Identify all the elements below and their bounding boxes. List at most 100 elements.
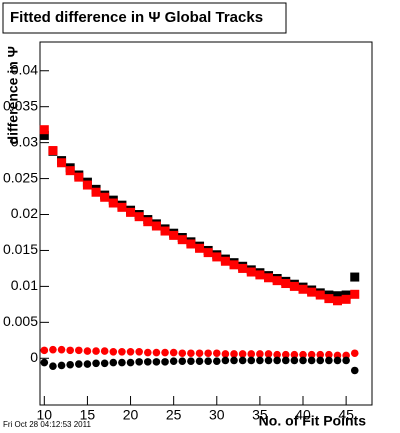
point [178, 349, 187, 358]
point [57, 361, 66, 370]
point [341, 294, 351, 304]
point [246, 267, 256, 277]
point [273, 356, 281, 365]
x-tick-label: 25 [166, 407, 182, 423]
point [324, 294, 334, 304]
point [82, 180, 92, 190]
point [151, 221, 161, 231]
point [290, 350, 299, 359]
point [204, 357, 212, 365]
point [169, 230, 179, 240]
x-axis-label: No. of Fit Points [259, 413, 367, 429]
x-tick-label: 45 [338, 407, 354, 423]
point [152, 358, 161, 366]
point [220, 256, 230, 266]
point [143, 217, 153, 227]
point [66, 360, 74, 369]
x-tick-label: 10 [37, 407, 53, 423]
point [333, 291, 343, 301]
point [187, 357, 195, 365]
point [350, 289, 360, 299]
point [333, 356, 342, 365]
point [203, 248, 213, 258]
point [108, 198, 118, 208]
point [169, 357, 178, 365]
point [39, 130, 49, 140]
y-tick-label: 0.015 [3, 241, 38, 257]
point [74, 172, 84, 182]
y-tick-label: 0.02 [11, 205, 38, 221]
point [177, 235, 187, 245]
chart-title: Fitted difference in Ψ Global Tracks [10, 9, 263, 26]
point [160, 226, 170, 236]
point [117, 202, 127, 212]
point [264, 273, 274, 283]
point [75, 346, 83, 355]
point [65, 166, 75, 176]
point [238, 350, 247, 358]
y-tick-label: 0.035 [3, 97, 38, 113]
y-tick-label: 0.01 [11, 277, 38, 293]
point [39, 125, 49, 135]
plot-frame [39, 41, 373, 406]
point [109, 358, 118, 367]
point [221, 356, 230, 365]
x-tick-label: 15 [80, 407, 96, 423]
point [135, 348, 143, 356]
point [273, 350, 281, 359]
point [298, 284, 308, 294]
point [333, 296, 343, 306]
point [350, 272, 360, 282]
point [221, 350, 230, 358]
point [195, 357, 204, 365]
point [247, 350, 256, 358]
y-tick-label: 0 [30, 349, 38, 365]
point [212, 252, 222, 262]
point [100, 347, 109, 355]
point [161, 358, 169, 366]
point [230, 350, 238, 358]
point [126, 358, 135, 367]
point [350, 349, 359, 358]
point [212, 349, 221, 358]
point [40, 346, 49, 355]
point [281, 350, 290, 359]
point [299, 350, 307, 359]
y-tick-label: 0.04 [11, 61, 38, 77]
point [92, 347, 100, 355]
point [281, 279, 291, 289]
y-tick-label: 0.03 [11, 133, 38, 149]
point [195, 243, 205, 253]
point [40, 358, 49, 367]
point [135, 358, 143, 366]
point [186, 239, 196, 249]
point [143, 358, 152, 366]
point [109, 348, 118, 356]
point [264, 350, 273, 358]
point [272, 276, 282, 286]
point [100, 192, 110, 202]
point [152, 348, 161, 357]
point [264, 356, 273, 365]
point [49, 345, 57, 354]
point [143, 348, 152, 357]
point [316, 356, 325, 365]
point [255, 270, 265, 280]
point [83, 347, 92, 355]
point [289, 281, 299, 291]
point [281, 356, 290, 365]
point [161, 348, 169, 357]
point [307, 287, 317, 297]
point [100, 359, 109, 368]
point [75, 360, 83, 368]
point [316, 350, 325, 359]
point [126, 207, 136, 217]
point [187, 349, 195, 358]
point [48, 146, 58, 156]
point [247, 356, 256, 365]
point [118, 358, 126, 367]
point [307, 356, 316, 365]
point [256, 356, 264, 365]
